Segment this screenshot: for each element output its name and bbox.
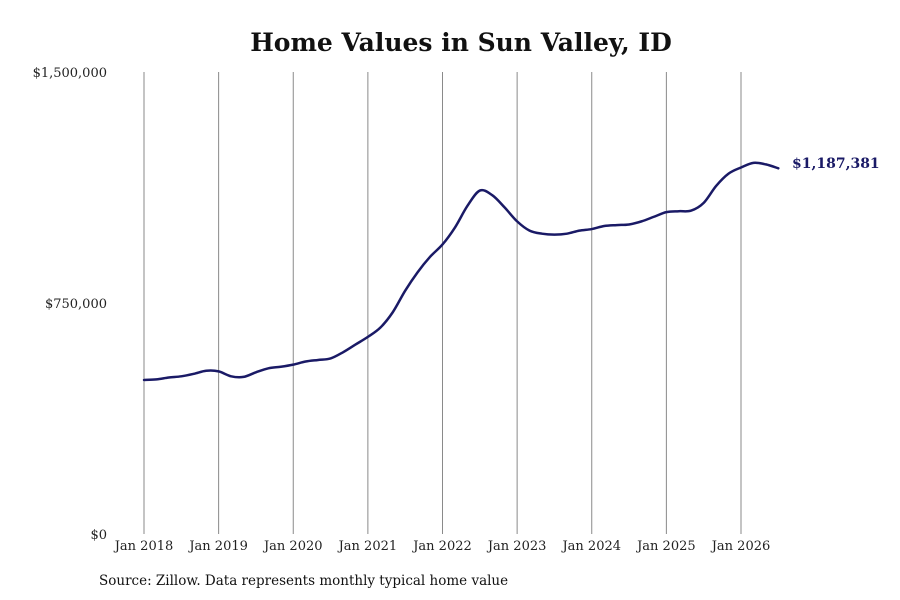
- y-axis: $0 $750,000 $1,500,000: [33, 66, 107, 543]
- x-tick-label: Jan 2021: [337, 539, 398, 554]
- x-tick-label: Jan 2026: [710, 539, 771, 554]
- x-tick-label: Jan 2024: [560, 539, 621, 554]
- y-tick-label: $0: [90, 528, 107, 543]
- series-layer: [142, 161, 780, 382]
- home-value-line: [142, 161, 780, 382]
- source-note: Source: Zillow. Data represents monthly …: [99, 573, 509, 589]
- x-tick-label: Jan 2023: [486, 539, 547, 554]
- y-tick-label: $1,500,000: [33, 66, 107, 81]
- x-gridlines: [143, 72, 742, 534]
- y-tick-label: $750,000: [45, 297, 107, 312]
- x-tick-label: Jan 2019: [187, 539, 248, 554]
- x-tick-label: Jan 2020: [262, 539, 323, 554]
- end-value-label: $1,187,381: [792, 156, 880, 172]
- chart-title: Home Values in Sun Valley, ID: [250, 28, 672, 57]
- x-tick-label: Jan 2022: [411, 539, 472, 554]
- x-tick-label: Jan 2025: [635, 539, 696, 554]
- x-tick-label: Jan 2018: [113, 539, 174, 554]
- x-axis: Jan 2018 Jan 2019 Jan 2020 Jan 2021 Jan 2022…: [113, 539, 771, 554]
